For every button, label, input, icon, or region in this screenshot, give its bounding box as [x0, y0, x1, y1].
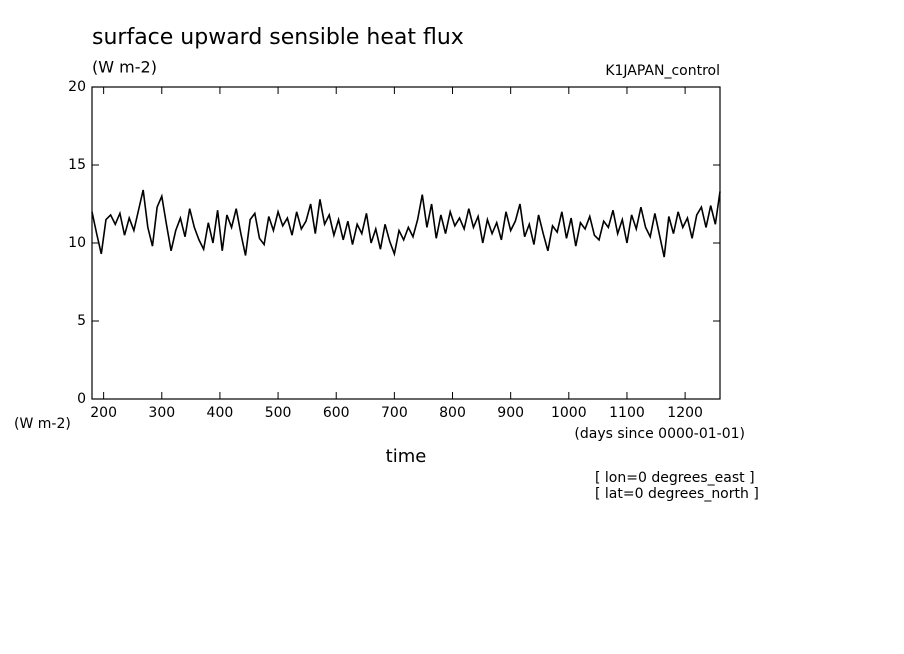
x-tick-label: 900 — [497, 405, 524, 421]
x-tick-label: 600 — [323, 405, 350, 421]
run-name: K1JAPAN_control — [605, 63, 720, 79]
chart-title: surface upward sensible heat flux — [92, 25, 464, 50]
x-tick-label: 800 — [439, 405, 466, 421]
y-unit: (W m-2) — [92, 58, 157, 77]
x-axis-title: time — [386, 446, 427, 467]
y-tick-label: 5 — [77, 313, 86, 329]
series-line — [91, 189, 721, 258]
x-tick-label: 400 — [207, 405, 234, 421]
x-tick-label: 1200 — [667, 405, 703, 421]
y-unit-bottom: (W m-2) — [14, 416, 71, 432]
y-tick-label: 15 — [68, 157, 86, 173]
y-tick-label: 0 — [77, 391, 86, 407]
note: [ lat=0 degrees_north ] — [595, 486, 759, 502]
x-tick-label: 1000 — [551, 405, 587, 421]
x-tick-label: 1100 — [609, 405, 645, 421]
x-unit: (days since 0000-01-01) — [574, 426, 745, 442]
y-tick-label: 20 — [68, 79, 86, 95]
note: [ lon=0 degrees_east ] — [595, 470, 755, 486]
y-tick-label: 10 — [68, 235, 86, 251]
x-tick-label: 200 — [90, 405, 117, 421]
x-tick-label: 300 — [148, 405, 175, 421]
x-tick-label: 700 — [381, 405, 408, 421]
x-tick-label: 500 — [265, 405, 292, 421]
